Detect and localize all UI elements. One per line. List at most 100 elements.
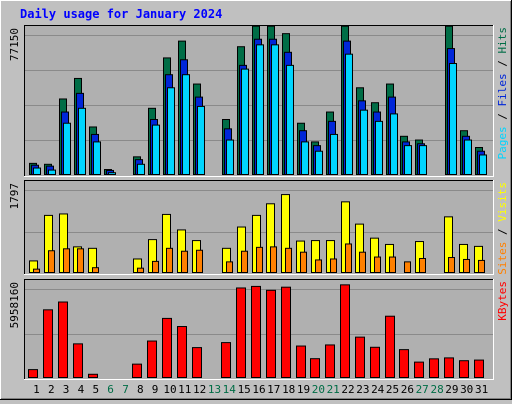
bar-pages-day-27	[419, 145, 427, 175]
legend-kbytes: KBytes	[496, 281, 509, 321]
bar-kbytes-day-12	[192, 347, 202, 378]
x-tick-label-day-5: 5	[92, 383, 99, 396]
bar-sites-day-15	[241, 250, 248, 274]
x-tick-label-day-2: 2	[48, 383, 55, 396]
x-tick-label-day-28: 28	[430, 383, 443, 396]
bar-kbytes-day-17	[266, 289, 276, 379]
x-tick-label-day-19: 19	[297, 383, 310, 396]
bar-sites-day-4	[77, 248, 84, 274]
x-tick-label-day-29: 29	[445, 383, 458, 396]
bar-pages-day-2	[48, 169, 56, 176]
bar-pages-day-23	[360, 109, 368, 175]
bar-sites-day-3	[63, 248, 70, 274]
bar-kbytes-day-20	[310, 358, 320, 378]
bar-pages-day-12	[197, 105, 205, 175]
bar-sites-day-23	[359, 251, 366, 273]
legend-pages: Pages	[496, 126, 509, 159]
panel-kbytes: 5958160 KBytes	[8, 279, 509, 380]
bar-pages-day-6	[108, 172, 116, 175]
legend-kbytes: KBytes	[496, 281, 509, 321]
bar-kbytes-day-30	[459, 360, 469, 378]
bar-sites-day-26	[404, 261, 411, 274]
legend-files: Files	[496, 73, 509, 106]
panel-visits-sites: 1797 Sites / Visits	[8, 180, 509, 275]
bar-kbytes-day-14	[221, 342, 231, 378]
y-max-label: 5958160	[8, 282, 21, 328]
y-max-label: 77150	[8, 28, 21, 61]
bar-pages-day-4	[78, 107, 86, 175]
legend-visits: Visits	[496, 182, 509, 222]
bar-sites-day-11	[181, 250, 188, 274]
x-tick-label-day-13: 13	[208, 383, 221, 396]
x-tick-label-day-16: 16	[252, 383, 265, 396]
bar-pages-day-22	[345, 53, 353, 175]
bar-pages-day-1	[33, 167, 41, 176]
bar-sites-day-10	[166, 247, 173, 273]
chart-panels: 77150 Pages / Files / Hits 1797 Sites / Vis…	[8, 25, 509, 380]
bar-pages-day-21	[330, 133, 338, 175]
y-max-label: 1797	[8, 183, 21, 210]
bar-pages-day-3	[63, 122, 71, 176]
bar-kbytes-day-10	[162, 317, 172, 378]
bar-kbytes-day-29	[444, 357, 454, 379]
bar-sites-day-19	[300, 251, 307, 273]
bar-kbytes-day-18	[281, 286, 291, 379]
bar-kbytes-day-23	[355, 336, 365, 379]
x-tick-label-day-18: 18	[282, 383, 295, 396]
bar-kbytes-day-27	[414, 361, 424, 379]
bar-sites-day-1	[33, 268, 40, 273]
bar-kbytes-day-21	[325, 344, 335, 378]
legend-sites: Sites	[496, 242, 509, 275]
bar-kbytes-day-8	[132, 363, 142, 378]
x-tick-label-day-14: 14	[223, 383, 237, 396]
bar-pages-day-30	[464, 139, 472, 176]
bar-sites-day-31	[478, 259, 485, 274]
x-tick-label-day-10: 10	[163, 383, 176, 396]
bar-sites-day-5	[92, 267, 99, 273]
bar-sites-day-27	[419, 257, 426, 273]
x-tick-label-day-20: 20	[312, 383, 325, 396]
x-tick-label-day-11: 11	[178, 383, 191, 396]
bar-kbytes-day-31	[474, 359, 484, 379]
x-tick-label-day-3: 3	[63, 383, 70, 396]
x-tick-label-day-17: 17	[267, 383, 280, 396]
bar-kbytes-day-22	[340, 284, 350, 378]
bar-kbytes-day-24	[370, 346, 380, 379]
bar-kbytes-day-5	[88, 373, 98, 379]
bar-pages-day-29	[449, 63, 457, 175]
legend-separator: /	[496, 107, 509, 127]
x-tick-label-day-27: 27	[416, 383, 429, 396]
bar-kbytes-day-16	[251, 285, 261, 378]
bar-pages-day-11	[182, 74, 190, 175]
bar-pages-day-26	[404, 145, 412, 175]
x-tick-label-day-15: 15	[238, 383, 251, 396]
bar-sites-day-2	[48, 250, 55, 273]
legend-visits-sites: Sites / Visits	[496, 182, 509, 275]
x-tick-label-day-31: 31	[475, 383, 488, 396]
bar-sites-day-25	[389, 256, 396, 274]
legend-separator: /	[496, 222, 509, 242]
bar-kbytes-day-1	[28, 369, 38, 379]
bar-pages-day-5	[93, 141, 101, 175]
x-tick-label-day-4: 4	[78, 383, 85, 396]
bar-pages-day-17	[271, 44, 279, 176]
bar-pages-day-10	[167, 87, 175, 175]
bar-kbytes-day-11	[177, 326, 187, 379]
bar-sites-day-22	[345, 243, 352, 274]
bar-pages-day-24	[375, 120, 383, 176]
x-tick-label-day-6: 6	[107, 383, 114, 396]
bar-kbytes-day-25	[385, 315, 395, 378]
bar-pages-day-8	[137, 163, 145, 176]
bar-kbytes-day-4	[73, 343, 83, 378]
bar-pages-day-14	[226, 139, 234, 176]
x-tick-label-day-30: 30	[460, 383, 473, 396]
bar-sites-day-12	[196, 249, 203, 274]
x-tick-label-day-24: 24	[371, 383, 385, 396]
bar-sites-day-24	[374, 256, 381, 274]
bar-kbytes-day-15	[236, 287, 246, 378]
bar-pages-day-19	[301, 141, 309, 175]
bar-kbytes-day-9	[147, 340, 157, 378]
legend-hits: Hits	[496, 27, 509, 54]
